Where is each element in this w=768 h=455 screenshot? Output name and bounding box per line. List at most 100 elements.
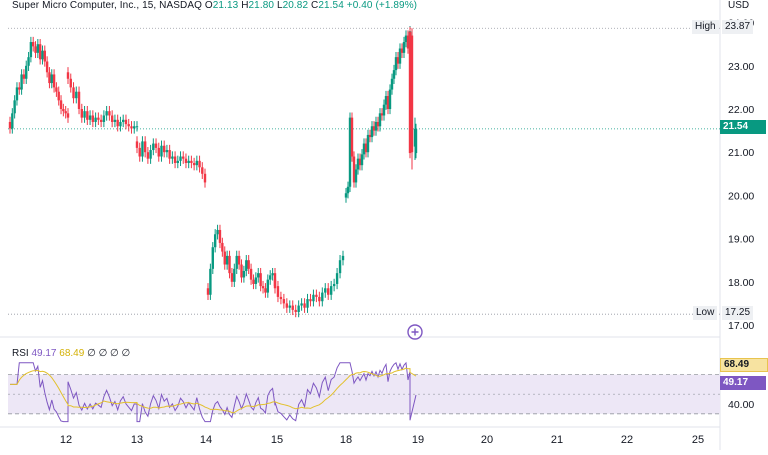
candle-body [127,124,130,127]
candle-body [303,303,306,308]
candle-body [240,264,243,278]
candle-body [141,141,144,157]
candle-body [48,72,51,84]
candle-body [264,288,267,293]
candle-body [358,158,362,166]
candle-body [245,260,248,271]
candle-body [146,152,150,159]
candle-body [294,309,297,313]
candle-body [173,156,177,163]
high-value: 21.80 [248,0,275,11]
candle-body [122,119,125,122]
candle-body [348,117,352,187]
candle-body [83,111,86,118]
candle-body [18,87,21,90]
candle-body [135,141,139,148]
candle-body [261,286,265,289]
candle-body [380,113,384,116]
currency-label[interactable]: USD [728,0,750,11]
candle-body [368,134,372,138]
candle-body [69,78,72,88]
candle-body [254,277,258,284]
rsi-legend-ma: 68.49 [59,348,85,359]
candle-body [211,247,214,269]
candle-body [346,186,350,194]
candle-body [344,193,348,198]
low-value: 20.82 [282,0,309,11]
price-tick-label: 17.00 [728,320,754,332]
candle-body [300,303,303,306]
candle-body [97,117,100,120]
candle-body [62,109,65,112]
candle-body [176,160,179,163]
candle-body [171,156,174,159]
candle-body [110,115,114,122]
candle-body [271,273,274,276]
close-label: C [311,0,319,11]
candle-body [321,292,324,302]
candle-body [108,111,111,116]
candle-body [223,251,226,265]
price-tick-label: 22.00 [728,104,754,116]
time-tick-label: 21 [551,434,563,446]
candle-body [66,72,70,79]
candle-body [382,104,386,116]
change-value: +0.40 (+1.89%) [346,0,418,11]
candle-body [315,294,318,297]
candle-body [332,283,336,287]
candle-body [157,147,160,157]
candle-body [160,145,163,157]
candle-body [72,87,75,99]
candle-body [306,299,309,308]
candle-body [356,158,360,170]
candle-body [88,115,92,120]
candle-body [113,119,117,122]
candle-body [266,279,270,293]
candle-body [354,169,358,183]
candle-body [384,96,388,105]
candle-body [279,296,283,300]
candle-body [338,260,342,274]
candle-body [8,121,12,129]
candle-body [413,128,417,147]
candle-body [152,143,155,151]
candle-body [13,100,16,114]
candle-body [364,143,368,153]
candle-body [291,305,294,310]
candle-body [22,74,26,79]
candle-body [221,242,224,252]
candle-body [206,288,210,295]
candle-body [201,167,204,174]
add-alert-icon[interactable] [407,324,423,340]
low-value-tag: 17.25 [722,306,754,320]
candle-body [64,111,67,114]
candle-body [392,70,396,79]
candle-body [288,305,291,308]
candle-body [203,173,207,183]
candle-body [404,35,408,43]
candle-body [335,273,339,284]
candle-body [66,113,70,118]
candle-body [165,150,169,153]
candle-body [124,119,128,125]
open-value: 21.13 [212,0,239,11]
candle-body [190,160,193,163]
candle-body [350,117,354,157]
rsi-ma-tag: 68.49 [720,358,768,372]
time-tick-label: 12 [60,434,72,446]
candle-body [259,273,262,287]
time-tick-label: 25 [692,434,704,446]
price-tick-label: 20.00 [728,190,754,202]
candle-body [149,150,152,159]
candle-body [318,296,321,302]
rsi-line [10,361,417,423]
candle-body [80,109,83,118]
candle-body [143,141,147,153]
rsi-legend[interactable]: RSI 49.17 68.49 ∅ ∅ ∅ ∅ [12,348,130,359]
candle-body [50,74,53,84]
candle-body [59,100,63,109]
candle-body [119,121,122,127]
low-label-tag: Low [693,306,718,320]
